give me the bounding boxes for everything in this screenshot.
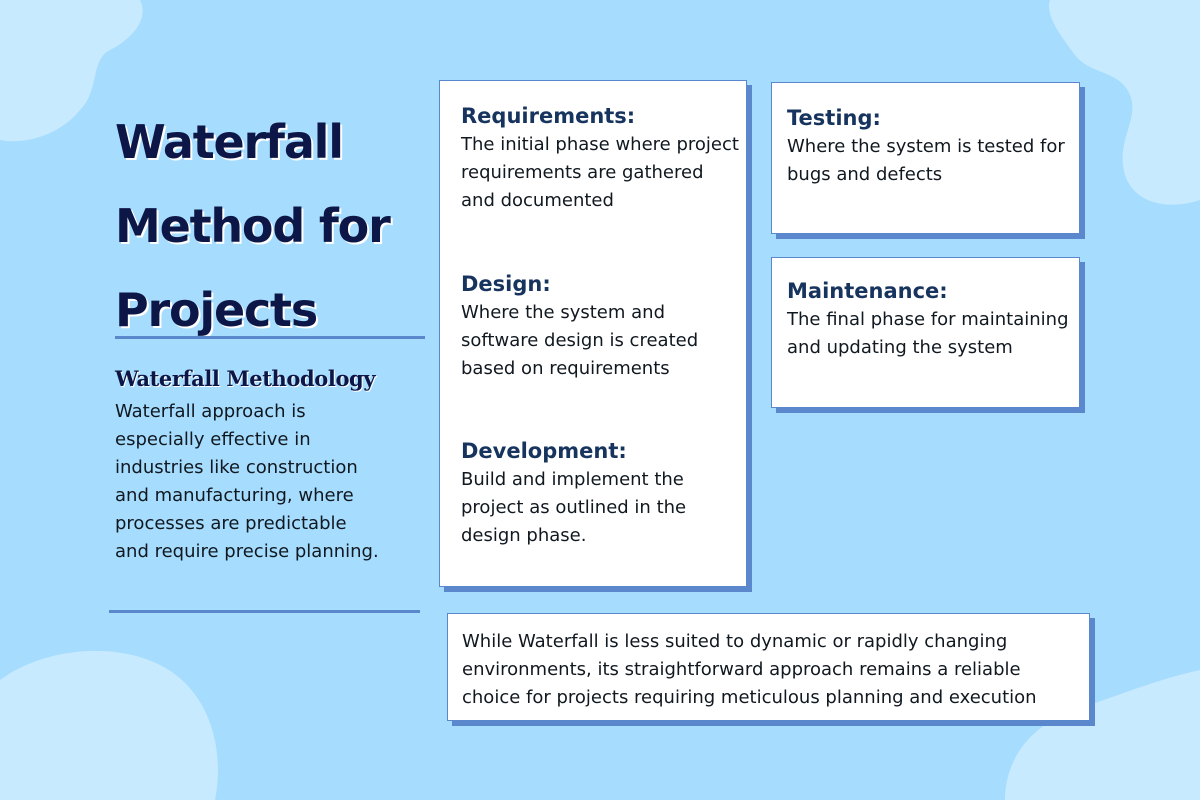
phase-description: Where the system and software design is … bbox=[461, 302, 699, 379]
phase-description: The final phase for maintaining and upda… bbox=[787, 309, 1069, 358]
methodology-divider bbox=[109, 610, 420, 613]
phase-maintenance: Maintenance: The final phase for maintai… bbox=[787, 276, 1072, 362]
phase-title: Development: bbox=[461, 439, 627, 463]
page-title: Waterfall Method for Projects bbox=[115, 115, 391, 337]
testing-card: Testing: Where the system is tested for … bbox=[771, 82, 1080, 234]
methodology-heading: Waterfall Methodology bbox=[115, 366, 376, 391]
phase-testing: Testing: Where the system is tested for … bbox=[787, 103, 1077, 189]
phase-title: Maintenance: bbox=[787, 279, 948, 303]
phase-description: Build and implement the project as outli… bbox=[461, 469, 687, 546]
phase-description: The initial phase where project requirem… bbox=[461, 134, 739, 211]
summary-text: While Waterfall is less suited to dynami… bbox=[462, 631, 1037, 708]
background-blob-bottom-right bbox=[1005, 670, 1200, 800]
phase-requirements: Requirements: The initial phase where pr… bbox=[461, 101, 741, 215]
phase-development: Development: Build and implement the pro… bbox=[461, 436, 741, 550]
background-blob-top-right bbox=[1049, 0, 1200, 205]
phase-design: Design: Where the system and software de… bbox=[461, 269, 741, 383]
background-blob-top-left bbox=[0, 0, 143, 142]
summary-card: While Waterfall is less suited to dynami… bbox=[447, 613, 1090, 721]
phases-card: Requirements: The initial phase where pr… bbox=[439, 80, 747, 587]
background-blob-bottom-left bbox=[0, 650, 218, 800]
phase-title: Requirements: bbox=[461, 104, 636, 128]
methodology-body: Waterfall approach is especially effecti… bbox=[115, 401, 379, 562]
phase-description: Where the system is tested for bugs and … bbox=[787, 136, 1065, 185]
title-divider bbox=[115, 336, 425, 339]
maintenance-card: Maintenance: The final phase for maintai… bbox=[771, 257, 1080, 408]
phase-title: Design: bbox=[461, 272, 551, 296]
phase-title: Testing: bbox=[787, 106, 881, 130]
